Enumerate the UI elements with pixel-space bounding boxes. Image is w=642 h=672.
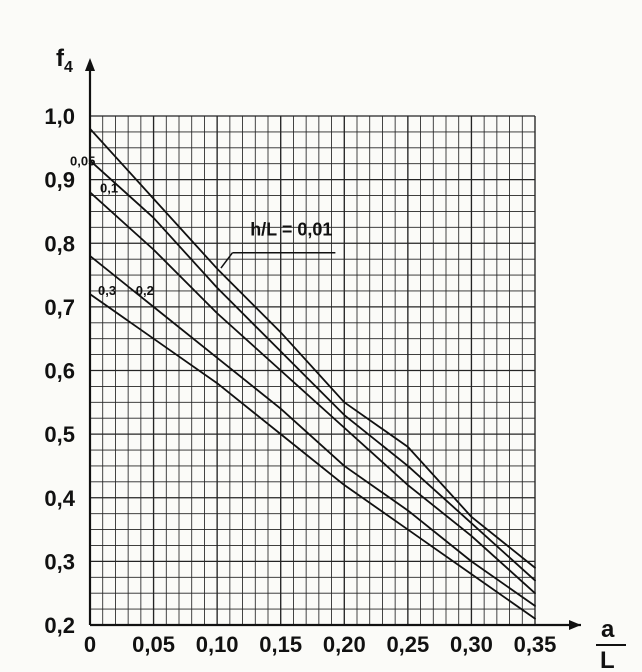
- y-tick-label: 0,9: [44, 168, 75, 193]
- y-tick-label: 0,4: [44, 486, 75, 511]
- y-tick-label: 0,6: [44, 359, 75, 384]
- x-tick-label: 0,20: [323, 632, 366, 657]
- x-tick-label: 0,25: [386, 632, 429, 657]
- series-line-1: [89, 127, 536, 569]
- series-line-4: [89, 255, 536, 607]
- series-label-leader-diagonal: [220, 252, 234, 269]
- y-tick-label: 0,2: [44, 613, 75, 638]
- series-line-5: [89, 293, 536, 620]
- series-line-3: [89, 191, 536, 595]
- x-axis-label-numerator: a: [601, 616, 615, 643]
- x-tick-label: 0,35: [514, 632, 557, 657]
- grid-lines: [89, 115, 536, 626]
- y-tick-label: 0,5: [44, 422, 75, 447]
- y-tick-label: 0,8: [44, 231, 75, 256]
- y-axis-label: f4: [56, 45, 73, 76]
- x-tick-label: 0: [84, 632, 96, 657]
- series-label-01: 0,1: [100, 180, 118, 195]
- y-axis-arrowhead: [85, 58, 95, 71]
- series-label-main: h/L = 0,01: [250, 219, 332, 239]
- series-label-02: 0,2: [136, 283, 154, 298]
- y-tick-label: 0,7: [44, 295, 75, 320]
- series-label-03: 0,3: [98, 283, 116, 298]
- x-axis-arrowhead: [569, 620, 581, 630]
- x-tick-label: 0,15: [259, 632, 302, 657]
- series-lines: [89, 127, 536, 620]
- x-tick-label: 0,05: [132, 632, 175, 657]
- x-tick-label: 0,10: [196, 632, 239, 657]
- y-tick-label: 1,0: [44, 104, 75, 129]
- series-label-005: 0,05: [70, 154, 95, 169]
- x-axis-label-denominator: L: [600, 647, 615, 672]
- tick-labels: 0,2 0,3 0,4 0,5 0,6 0,7 0,8 0,9 1,0 0 0,05 0,10 0,15…: [44, 104, 556, 657]
- series-line-2: [89, 159, 536, 582]
- x-tick-label: 0,30: [450, 632, 493, 657]
- y-tick-label: 0,3: [44, 549, 75, 574]
- series-labels: h/L = 0,01 0,05 0,1 0,2 0,3: [70, 154, 336, 298]
